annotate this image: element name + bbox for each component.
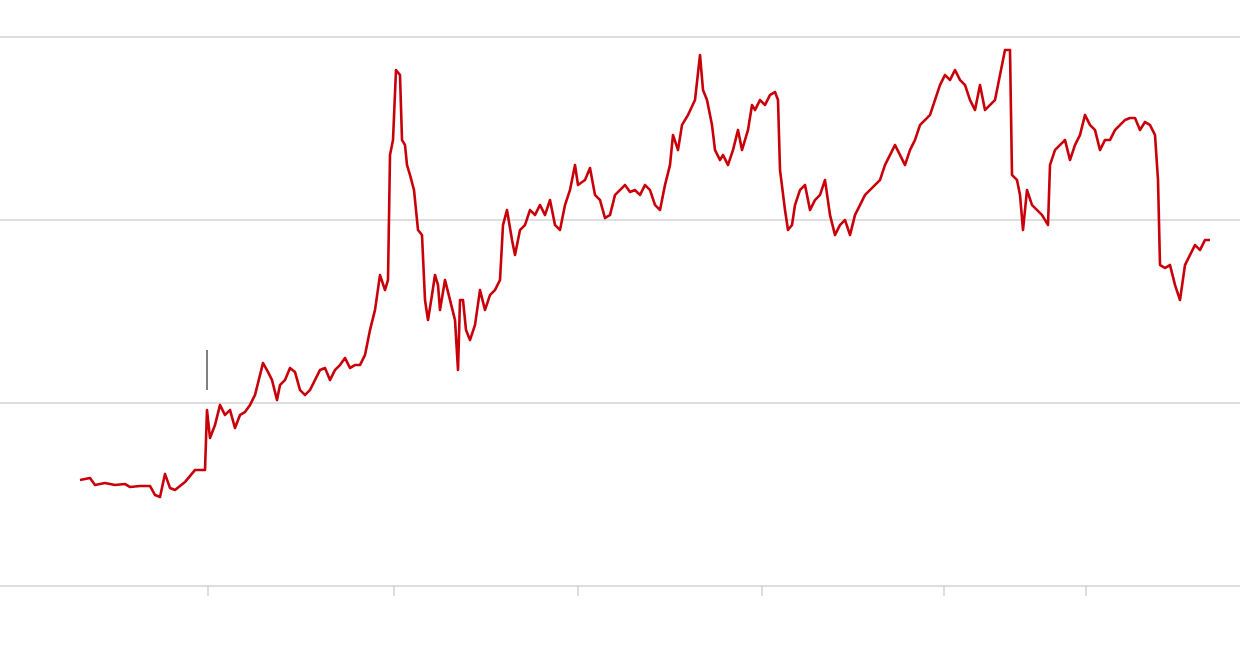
data-line: [79, 48, 1210, 499]
